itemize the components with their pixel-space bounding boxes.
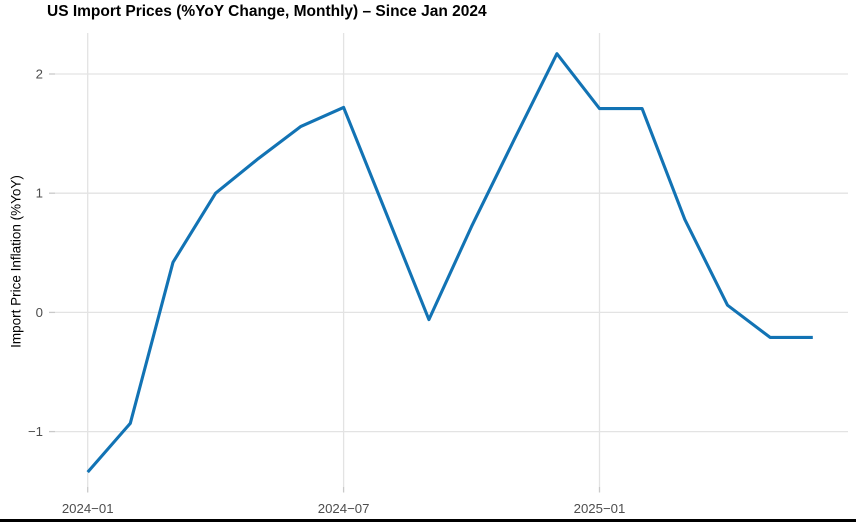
y-tick-label: 0 xyxy=(36,305,43,320)
y-tick-label: −1 xyxy=(28,424,43,439)
y-tick-label: 2 xyxy=(36,67,43,82)
series-line xyxy=(86,52,813,474)
x-tick-label: 2024−07 xyxy=(318,501,370,516)
bottom-divider xyxy=(0,519,856,522)
y-tick-label: 1 xyxy=(36,186,43,201)
chart-title: US Import Prices (%YoY Change, Monthly) … xyxy=(47,3,487,20)
x-tick-label: 2024−01 xyxy=(62,501,114,516)
x-tick-label: 2025−01 xyxy=(574,501,626,516)
